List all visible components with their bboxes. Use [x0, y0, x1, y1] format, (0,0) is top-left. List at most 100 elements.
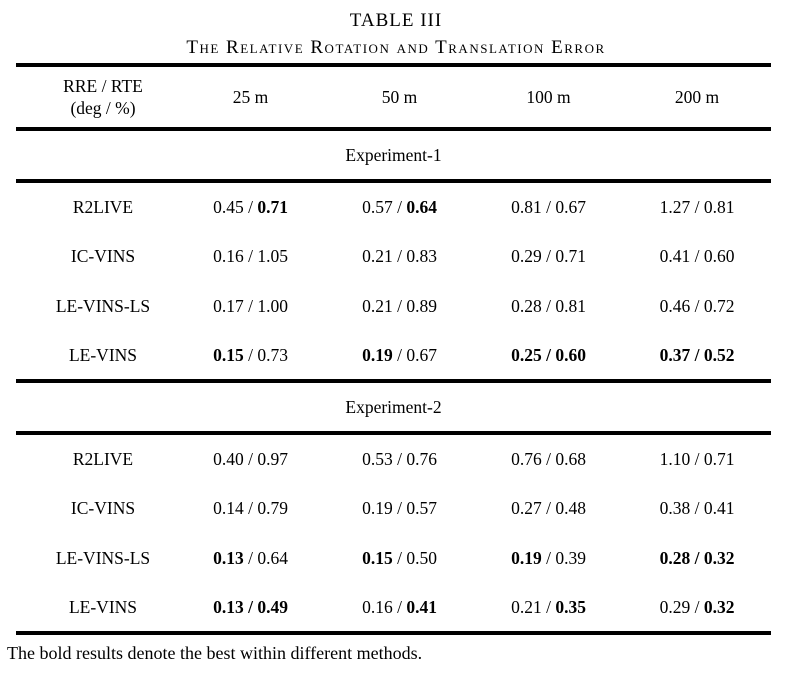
- col-header-100m: 100 m: [526, 86, 571, 107]
- metric-header-line1: RRE / RTE: [63, 76, 143, 96]
- rte-value: 0.71: [703, 448, 735, 469]
- rre-value: 0.38: [659, 497, 691, 518]
- rte-value: 0.57: [406, 497, 437, 518]
- rre-value: 0.53: [362, 448, 393, 469]
- value-cell: 0.16 / 1.05: [176, 231, 325, 281]
- value-separator: /: [243, 245, 258, 266]
- rre-value: 1.27: [659, 196, 691, 217]
- rte-value: 0.67: [555, 196, 586, 217]
- rte-value: 0.81: [555, 295, 586, 316]
- rre-value: 0.57: [362, 196, 393, 217]
- value-separator: /: [392, 596, 407, 617]
- rre-value: 0.37: [659, 344, 691, 365]
- value-separator: /: [541, 245, 556, 266]
- rre-value: 0.41: [659, 245, 691, 266]
- value-separator: /: [243, 547, 258, 568]
- method-name: LE-VINS-LS: [55, 547, 151, 568]
- value-separator: /: [243, 497, 258, 518]
- value-separator: /: [243, 448, 258, 469]
- section-label: Experiment-2: [345, 396, 442, 417]
- method-name: LE-VINS-LS: [55, 295, 151, 316]
- rte-value: 0.71: [555, 245, 586, 266]
- value-cell: 0.41 / 0.60: [623, 231, 771, 281]
- value-cell: 0.29 / 0.71: [474, 231, 623, 281]
- rte-value: 1.00: [257, 295, 288, 316]
- rre-value: 0.40: [213, 448, 244, 469]
- value-separator: /: [541, 295, 556, 316]
- value-cell: 0.16 / 0.41: [325, 583, 474, 633]
- rte-value: 0.50: [406, 547, 437, 568]
- value-separator: /: [690, 245, 704, 266]
- value-separator: /: [690, 497, 704, 518]
- rte-value: 0.32: [703, 547, 735, 568]
- rte-value: 0.73: [257, 344, 288, 365]
- value-cell: 0.19 / 0.39: [474, 533, 623, 583]
- value-cell: 0.28 / 0.81: [474, 281, 623, 331]
- section-label: Experiment-1: [345, 144, 442, 165]
- table-row: IC-VINS 0.14 / 0.79 0.19 / 0.57 0.27 / 0.48…: [16, 483, 771, 533]
- table-row: LE-VINS-LS 0.13 / 0.64 0.15 / 0.50 0.19 / 0…: [16, 533, 771, 583]
- rre-value: 0.45: [213, 196, 244, 217]
- rre-value: 0.13: [213, 547, 244, 568]
- rte-value: 0.39: [555, 547, 586, 568]
- rte-value: 0.49: [257, 596, 288, 617]
- value-separator: /: [690, 448, 704, 469]
- value-cell: 0.37 / 0.52: [623, 331, 771, 381]
- results-body: Experiment-1 R2LIVE 0.45 / 0.71 0.57 / 0.64…: [16, 129, 771, 633]
- rte-value: 0.41: [406, 596, 437, 617]
- method-name: R2LIVE: [72, 196, 134, 217]
- value-separator: /: [243, 596, 258, 617]
- value-cell: 1.10 / 0.71: [623, 433, 771, 483]
- rre-value: 0.21: [362, 295, 393, 316]
- value-separator: /: [392, 497, 407, 518]
- rte-value: 0.41: [703, 497, 735, 518]
- rte-value: 0.83: [406, 245, 437, 266]
- rte-value: 0.64: [257, 547, 288, 568]
- rte-value: 0.72: [703, 295, 735, 316]
- value-cell: 0.53 / 0.76: [325, 433, 474, 483]
- rte-value: 0.35: [555, 596, 586, 617]
- value-cell: 0.19 / 0.57: [325, 483, 474, 533]
- value-separator: /: [541, 497, 556, 518]
- col-header-200m: 200 m: [674, 86, 720, 107]
- rte-value: 0.67: [406, 344, 437, 365]
- value-separator: /: [392, 245, 407, 266]
- value-separator: /: [243, 196, 258, 217]
- rre-value: 0.28: [659, 547, 691, 568]
- method-name: LE-VINS: [68, 596, 138, 617]
- value-cell: 0.29 / 0.32: [623, 583, 771, 633]
- rte-value: 0.52: [703, 344, 735, 365]
- col-header-50m: 50 m: [381, 86, 418, 107]
- table-row: IC-VINS 0.16 / 1.05 0.21 / 0.83 0.29 / 0.71…: [16, 231, 771, 281]
- value-cell: 0.13 / 0.64: [176, 533, 325, 583]
- value-cell: 0.40 / 0.97: [176, 433, 325, 483]
- value-separator: /: [690, 295, 704, 316]
- results-table: RRE / RTE (deg / %) 25 m 50 m 100 m 200 …: [16, 63, 771, 635]
- value-separator: /: [690, 596, 704, 617]
- rte-value: 0.71: [257, 196, 288, 217]
- rte-value: 0.89: [406, 295, 437, 316]
- value-cell: 0.27 / 0.48: [474, 483, 623, 533]
- value-separator: /: [392, 344, 407, 365]
- value-separator: /: [690, 344, 704, 365]
- value-cell: 0.28 / 0.32: [623, 533, 771, 583]
- table-row: LE-VINS 0.13 / 0.49 0.16 / 0.41 0.21 / 0.35…: [16, 583, 771, 633]
- rte-value: 0.76: [406, 448, 437, 469]
- section-row: Experiment-1: [16, 129, 771, 181]
- rre-value: 0.21: [362, 245, 393, 266]
- rre-value: 0.13: [213, 596, 244, 617]
- header-row: RRE / RTE (deg / %) 25 m 50 m 100 m 200 …: [16, 65, 771, 129]
- value-separator: /: [690, 196, 704, 217]
- value-separator: /: [392, 196, 407, 217]
- value-cell: 0.14 / 0.79: [176, 483, 325, 533]
- value-cell: 0.81 / 0.67: [474, 181, 623, 231]
- rte-value: 0.60: [555, 344, 586, 365]
- rre-value: 0.16: [213, 245, 244, 266]
- value-separator: /: [243, 295, 258, 316]
- table-row: LE-VINS-LS 0.17 / 1.00 0.21 / 0.89 0.28 / 0…: [16, 281, 771, 331]
- rre-value: 0.14: [213, 497, 244, 518]
- rre-value: 0.15: [213, 344, 244, 365]
- rre-value: 0.15: [362, 547, 393, 568]
- table-caption: TABLE III The Relative Rotation and Tran…: [0, 0, 792, 63]
